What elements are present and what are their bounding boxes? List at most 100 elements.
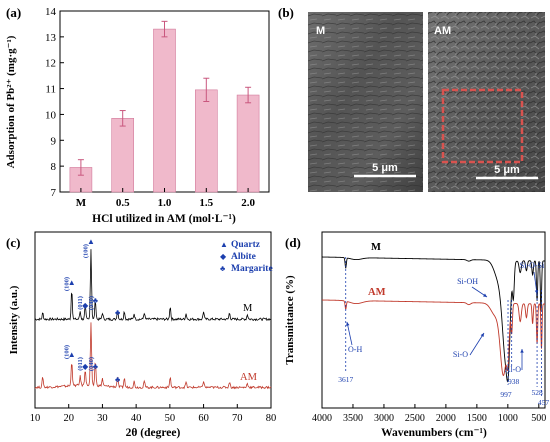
panel-c-xtick-label: 80 <box>266 413 277 424</box>
panel-a-ytick-label: 14 <box>45 6 57 18</box>
panel-c-peak-label: (011) <box>77 296 84 310</box>
panel-c-legend-label: Margarite <box>231 264 273 274</box>
panel-a-ytick-label: 8 <box>51 161 57 173</box>
panel-c-xtick-label: 30 <box>97 413 108 424</box>
panel-c-series-am <box>34 322 272 390</box>
panel-d-xtick-label: 2000 <box>436 413 456 424</box>
sem-am-label: AM <box>434 25 451 37</box>
panel-a-ytick-label: 7 <box>51 187 57 199</box>
panel-d-annotation-arrow <box>533 271 538 295</box>
panel-a-ytick-label: 13 <box>45 32 57 44</box>
sem-image-m: M 5 μm <box>308 12 423 192</box>
panel-c-peak-label: (040) <box>88 357 95 371</box>
panel-d-annotation: O-H <box>348 345 362 354</box>
panel-d-label: (d) <box>285 235 301 250</box>
panel-d-arrowhead <box>483 293 487 297</box>
panel-c-peak-label: (011) <box>77 357 84 371</box>
panel-a-bar <box>153 28 176 193</box>
panel-d-annotation: 528 <box>531 388 543 397</box>
panel-d-annotation-arrow <box>469 332 485 356</box>
panel-b-label: (b) <box>278 5 294 20</box>
panel-d-annotation-arrow <box>346 321 353 346</box>
panel-d-annotation: Si-O <box>453 350 468 359</box>
panel-c-xtick-label: 60 <box>198 413 209 424</box>
panel-c-peak-marker: ♣ <box>93 362 99 371</box>
panel-c-peak-marker: ▲ <box>68 278 76 287</box>
panel-a-xtick-label: 1.0 <box>158 197 172 209</box>
sem-image-am: AM 5 μm <box>428 12 545 192</box>
panel-d-xtick-label: 3000 <box>374 413 394 424</box>
panel-a-xlabel: HCl utilized in AM (mol·L⁻¹) <box>92 213 236 225</box>
panel-d-xtick-label: 1000 <box>498 413 518 424</box>
panel-d-arrowhead <box>480 333 484 337</box>
panel-d-series-label: AM <box>368 287 386 298</box>
panel-c-xtick-label: 70 <box>232 413 243 424</box>
panel-c-peak-marker: ♣ <box>93 296 99 305</box>
panel-c-label: (c) <box>6 235 20 250</box>
panel-c-xtick-label: 40 <box>131 413 142 424</box>
panel-d-annotation: Si-O-Si <box>520 261 545 270</box>
panel-c-xtick-label: 50 <box>165 413 176 424</box>
sem-am-texture <box>428 12 545 192</box>
panel-d-axes-frame <box>321 231 546 409</box>
panel-c-legend-label: Quartz <box>231 240 261 250</box>
sem-am-highlight-box <box>441 88 524 164</box>
panel-c-ylabel: Intensity (a.u.) <box>8 285 20 354</box>
panel-a-xtick-label: 1.5 <box>199 197 213 209</box>
panel-c-peak-marker: ▲ <box>87 237 95 246</box>
panel-d-arrowhead <box>520 349 524 353</box>
panel-d-xtick-label: 1500 <box>467 413 487 424</box>
panel-d-xtick-label: 3500 <box>343 413 363 424</box>
panel-c-peak-marker: ♣ <box>115 308 121 317</box>
panel-c-peak-marker: ◆ <box>82 301 89 310</box>
panel-c-series-label: AM <box>240 372 258 383</box>
panel-c-xlabel: 2θ (degree) <box>126 427 181 439</box>
panel-d-xtick-label: 4000 <box>312 413 332 424</box>
sem-am-scale-text: 5 μm <box>494 164 520 176</box>
panel-c-peak-marker: ♣ <box>115 375 121 384</box>
panel-d-annotation: 457 <box>538 398 550 407</box>
panel-c-xtick-label: 10 <box>30 413 41 424</box>
panel-d-xtick-label: 500 <box>531 413 546 424</box>
panel-c-series-label: M <box>243 303 253 314</box>
panel-d-annotation: Al-O <box>505 365 522 374</box>
panel-c-peak-label: (100) <box>63 277 70 291</box>
panel-c-legend-symbol: ▲ <box>220 240 228 249</box>
sem-m-label: M <box>316 25 325 37</box>
panel-d-arrowhead <box>534 290 539 294</box>
panel-c-peak-label: (100) <box>63 345 70 359</box>
panel-d-xlabel: Wavenumbers (cm⁻¹) <box>381 427 487 439</box>
panel-a-bar <box>195 89 218 193</box>
panel-d-ftir-chart: (d) 4000 3500 3000 2500 2000 1500 1000 500 MAM … <box>284 231 550 439</box>
panel-a-bar <box>236 94 260 193</box>
panel-c-legend-label: Albite <box>231 252 256 262</box>
panel-d-series-label: M <box>371 242 381 253</box>
panel-d-series-m <box>322 256 545 383</box>
panel-d-annotation: 997 <box>500 390 512 399</box>
panel-a-label: (a) <box>6 5 21 20</box>
sem-m-texture <box>308 12 423 192</box>
panel-a-ytick-label: 11 <box>45 84 56 96</box>
panel-d-xtick-label: 2500 <box>405 413 425 424</box>
panel-c-peak-marker: ◆ <box>82 362 89 371</box>
panel-c-legend-symbol: ♣ <box>220 264 226 273</box>
panel-a-xtick-label: 2.0 <box>241 197 255 209</box>
panel-c-xtick-label: 20 <box>63 413 74 424</box>
panel-c-legend-symbol: ◆ <box>220 252 227 261</box>
panel-a-bar <box>111 118 134 193</box>
panel-c-axes-frame <box>34 231 272 409</box>
panel-a-xtick-label: 0.5 <box>116 197 130 209</box>
panel-a-ytick-label: 9 <box>51 135 57 147</box>
panel-a-ytick-label: 12 <box>45 58 56 70</box>
panel-a-ytick-label: 10 <box>45 109 57 121</box>
panel-d-annotation: 938 <box>508 377 520 386</box>
panel-d-annotation: 3617 <box>338 375 353 384</box>
panel-b-sem-images: (b) <box>278 5 545 192</box>
panel-c-series-m <box>34 249 272 322</box>
panel-c-peak-label: (040) <box>88 296 95 310</box>
panel-a-ylabel: Adsorption of Pb²⁺ (mg·g⁻¹) <box>5 35 17 168</box>
panel-c-xrd-chart: (c) 10 20 30 40 50 60 70 80 M AM ▲ ▲ ◆ ♣ ♣ ▲ ◆ ♣ ♣ (100) (… <box>6 231 277 439</box>
panel-d-arrowhead <box>346 322 350 326</box>
panel-a-xtick-label: M <box>76 197 87 209</box>
sem-m-scale-text: 5 μm <box>372 162 398 174</box>
